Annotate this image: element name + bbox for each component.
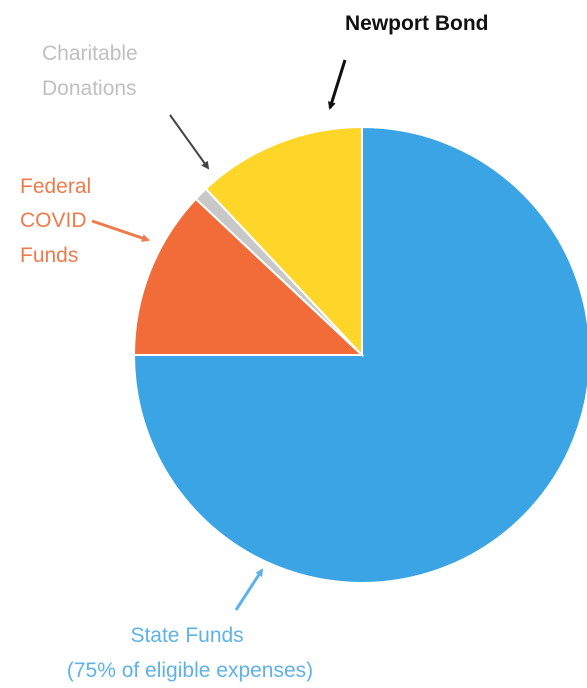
arrow-federal-covid-funds bbox=[91, 219, 150, 242]
label-federal-line-3: Funds bbox=[20, 244, 78, 267]
arrow-newport-bond bbox=[327, 59, 347, 110]
label-charitable-donations: Charitable Donations bbox=[42, 42, 144, 100]
label-federal-line-1: Federal bbox=[20, 175, 91, 198]
arrow-charitable-donations bbox=[169, 114, 210, 170]
arrow-state-funds bbox=[234, 568, 264, 611]
pie-slices bbox=[132, 125, 587, 584]
label-state-line-1: State Funds bbox=[130, 624, 243, 647]
pie-slice-federal-covid-funds bbox=[132, 197, 365, 356]
label-federal-covid-funds: Federal COVID Funds bbox=[20, 175, 97, 267]
label-charitable-line-2: Donations bbox=[42, 77, 137, 100]
pie-slice-state-funds bbox=[132, 125, 587, 584]
label-charitable-line-1: Charitable bbox=[42, 42, 138, 65]
label-federal-line-2: COVID bbox=[20, 209, 87, 232]
label-newport-bond: Newport Bond bbox=[345, 12, 488, 35]
label-state-line-2: (75% of eligible expenses) bbox=[67, 659, 313, 682]
label-state-funds: State Funds (75% of eligible expenses) bbox=[67, 624, 313, 682]
pie-slice-newport-bond bbox=[204, 125, 363, 358]
